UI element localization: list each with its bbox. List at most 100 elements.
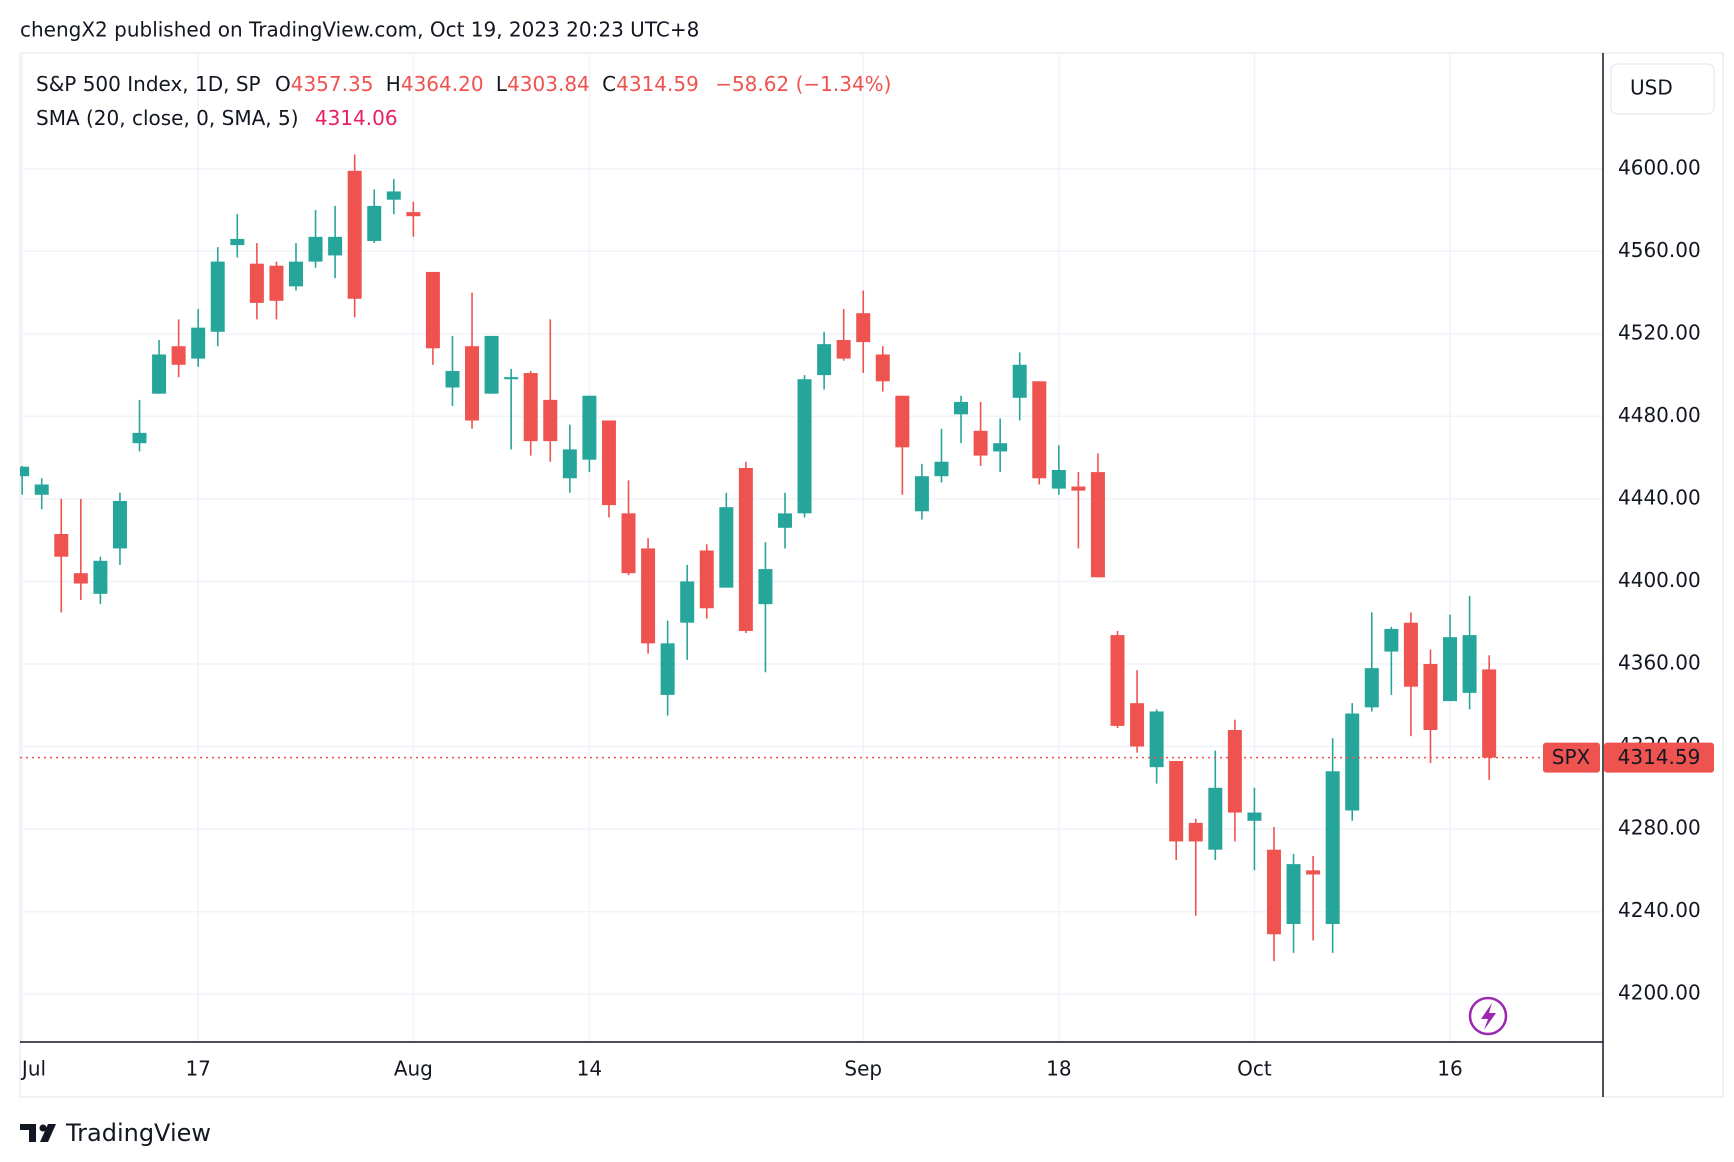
candle-body xyxy=(308,236,323,262)
high-value: 4364.20 xyxy=(401,72,484,96)
grid xyxy=(20,53,1603,1042)
sma-name: SMA (20, close, 0, SMA, 5) xyxy=(36,106,299,130)
candle-body xyxy=(660,643,675,695)
candle-body xyxy=(269,265,284,301)
candle-body xyxy=(699,550,714,609)
legend-line: S&P 500 Index, 1D, SP O4357.35 H4364.20 … xyxy=(36,72,891,96)
candle-body xyxy=(1384,628,1399,652)
candle-body xyxy=(1071,486,1086,491)
candle-body xyxy=(1423,663,1438,731)
chart-frame xyxy=(19,52,1724,1098)
candle-body xyxy=(406,212,421,217)
candle-body xyxy=(249,263,264,303)
price-tag-text: 4314.59 xyxy=(1618,745,1701,769)
candle-body xyxy=(621,513,636,574)
candle-body xyxy=(1247,812,1262,821)
alert-icon[interactable] xyxy=(1468,996,1508,1036)
candle-body xyxy=(1208,787,1223,850)
sma-value: 4314.06 xyxy=(315,106,398,130)
candle-body xyxy=(836,340,851,359)
candle-body xyxy=(1462,635,1477,693)
candle-body xyxy=(210,261,225,332)
candle-body xyxy=(1188,822,1203,842)
candle-body xyxy=(191,327,206,359)
x-tick-label: 16 xyxy=(1437,1057,1462,1081)
candle-body xyxy=(20,466,30,477)
candle-body xyxy=(1032,381,1047,479)
candle-body xyxy=(34,484,49,495)
candle-body xyxy=(504,377,519,380)
publish-line: chengX2 published on TradingView.com, Oc… xyxy=(20,18,699,42)
candle-body xyxy=(1051,470,1066,489)
sma-legend: SMA (20, close, 0, SMA, 5) 4314.06 xyxy=(36,106,398,130)
y-tick-label: 4520.00 xyxy=(1618,320,1701,344)
x-tick-label: Aug xyxy=(394,1057,433,1081)
axes: 4200.004240.004280.004320.004360.004400.… xyxy=(20,155,1714,1081)
price-tag xyxy=(1604,742,1714,773)
footer-logo xyxy=(20,1124,56,1142)
x-tick-label: Jul xyxy=(20,1057,46,1081)
candle-body xyxy=(445,370,460,388)
candle-body xyxy=(367,205,382,241)
y-tick-label: 4600.00 xyxy=(1618,155,1701,179)
x-tick-label: 17 xyxy=(185,1057,210,1081)
candle-body xyxy=(1149,711,1164,768)
y-tick-label: 4400.00 xyxy=(1618,568,1701,592)
candle-body xyxy=(758,569,773,605)
candle-body xyxy=(73,573,88,584)
candle-body xyxy=(328,236,343,256)
candle-body xyxy=(993,443,1008,452)
candle-body xyxy=(582,395,597,460)
x-tick-label: 18 xyxy=(1046,1057,1071,1081)
candle-body xyxy=(1286,864,1301,924)
candle-body xyxy=(777,513,792,528)
candle-body xyxy=(1090,472,1105,578)
candle-body xyxy=(425,271,440,349)
candle-body xyxy=(347,170,362,299)
candle-body xyxy=(1325,771,1340,924)
candle-body xyxy=(954,401,969,415)
candle-body xyxy=(1012,364,1027,398)
candle-body xyxy=(1227,730,1242,813)
close-value: 4314.59 xyxy=(616,72,699,96)
candle-body xyxy=(562,449,577,479)
candle-body xyxy=(1345,713,1360,811)
symbol-tag xyxy=(1543,742,1600,773)
footer-brand: TradingView xyxy=(65,1119,211,1147)
candle-body xyxy=(914,476,929,512)
currency-box[interactable] xyxy=(1610,63,1715,115)
candle-body xyxy=(1110,635,1125,726)
y-tick-label: 4240.00 xyxy=(1618,898,1701,922)
x-tick-label: Oct xyxy=(1237,1057,1272,1081)
candle-body xyxy=(601,420,616,506)
candle-body xyxy=(152,354,167,394)
candle-body xyxy=(1169,760,1184,842)
candle-body xyxy=(386,191,401,200)
candle-body xyxy=(895,395,910,448)
candle-body xyxy=(93,560,108,594)
close-label: C xyxy=(602,72,616,96)
y-tick-label: 4480.00 xyxy=(1618,403,1701,427)
plot-area xyxy=(20,154,1603,962)
low-value: 4303.84 xyxy=(507,72,590,96)
candle-body xyxy=(719,507,734,588)
y-tick-label: 4200.00 xyxy=(1618,981,1701,1005)
candle-body xyxy=(1266,849,1281,935)
symbol: S&P 500 Index, 1D, SP xyxy=(36,72,261,96)
y-tick-label: 4440.00 xyxy=(1618,485,1701,509)
currency: USD xyxy=(1630,76,1673,100)
x-tick-label: Sep xyxy=(844,1057,882,1081)
candle-body xyxy=(484,335,499,394)
y-tick-label: 4560.00 xyxy=(1618,238,1701,262)
change: −58.62 (−1.34%) xyxy=(715,72,891,96)
open-label: O xyxy=(275,72,291,96)
candle-body xyxy=(856,313,871,343)
x-tick-label: 14 xyxy=(577,1057,602,1081)
candle-body xyxy=(934,461,949,477)
high-label: H xyxy=(386,72,401,96)
candle-body xyxy=(171,346,186,365)
candle-body xyxy=(641,548,656,644)
candle-body xyxy=(112,500,127,549)
candle-body xyxy=(738,467,753,631)
candle-body xyxy=(1364,668,1379,708)
